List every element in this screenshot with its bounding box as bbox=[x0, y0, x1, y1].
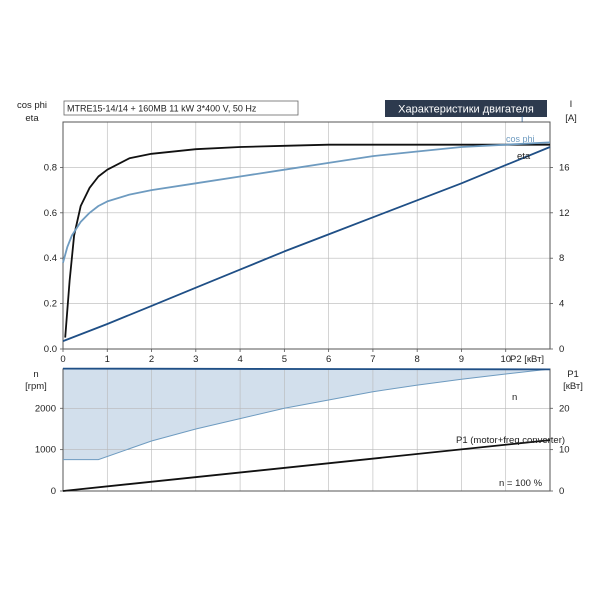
top-left-axis-label-1: cos phi bbox=[17, 100, 47, 111]
top-right-tick-label: 12 bbox=[559, 208, 570, 219]
bottom-left-tick-label: 2000 bbox=[35, 403, 56, 414]
info-box bbox=[63, 100, 299, 116]
label-cosphi: cos phi bbox=[506, 134, 535, 144]
bottom-right-axis-label-2: [кВт] bbox=[563, 381, 583, 392]
top-x-tick-label: 2 bbox=[149, 354, 154, 365]
top-x-tick-label: 1 bbox=[105, 354, 110, 365]
bottom-right-tick-label: 0 bbox=[559, 486, 564, 497]
top-x-tick-label: 7 bbox=[370, 354, 375, 365]
top-left-axis-label-2: eta bbox=[25, 113, 39, 124]
top-left-tick-label: 0.2 bbox=[44, 299, 57, 310]
bottom-left-tick-label: 0 bbox=[51, 486, 56, 497]
top-left-tick-label: 0.8 bbox=[44, 162, 57, 173]
top-right-axis-label-1: I bbox=[570, 99, 573, 110]
top-x-tick-label: 9 bbox=[459, 354, 464, 365]
speed-curve bbox=[62, 367, 551, 371]
top-x-tick-label: 4 bbox=[237, 354, 242, 365]
current-curve bbox=[62, 146, 551, 342]
top-x-tick-label: 8 bbox=[415, 354, 420, 365]
eta-curve bbox=[64, 143, 550, 338]
speed-note: n = 100 % bbox=[499, 478, 543, 489]
top-x-tick-label: 5 bbox=[282, 354, 287, 365]
top-right-tick-label: 8 bbox=[559, 253, 564, 264]
top-right-tick-label: 16 bbox=[559, 162, 570, 173]
top-right-axis-label-2: [A] bbox=[565, 113, 577, 124]
title-box bbox=[385, 100, 547, 117]
top-x-tick-label: 0 bbox=[60, 354, 65, 365]
bottom-right-axis-label-1: P1 bbox=[567, 369, 579, 380]
label-n: n bbox=[512, 392, 517, 403]
top-x-tick-label: 3 bbox=[193, 354, 198, 365]
speed-min-curve bbox=[63, 368, 551, 461]
label-p1: P1 (motor+freq.converter) bbox=[456, 435, 565, 446]
top-right-tick-label: 0 bbox=[559, 344, 564, 355]
bottom-right-tick-label: 20 bbox=[559, 403, 570, 414]
top-right-tick-label: 4 bbox=[559, 299, 564, 310]
cosphi-curve bbox=[62, 141, 551, 263]
top-x-tick-label: 6 bbox=[326, 354, 331, 365]
top-left-tick-label: 0.0 bbox=[44, 344, 57, 355]
p1-curve bbox=[62, 439, 551, 492]
top-plot-frame bbox=[62, 121, 551, 350]
bottom-left-tick-label: 1000 bbox=[35, 445, 56, 456]
top-left-tick-label: 0.6 bbox=[44, 208, 57, 219]
label-I: I bbox=[521, 115, 523, 124]
top-left-tick-label: 0.4 bbox=[44, 253, 57, 264]
speed-range-area bbox=[63, 368, 550, 460]
pump-info-text: MTRE15-14/14 + 160MB 11 kW 3*400 V, 50 H… bbox=[67, 104, 257, 114]
bottom-left-axis-label-1: n bbox=[33, 369, 38, 380]
top-x-tick-label: 10 bbox=[500, 354, 511, 365]
label-eta: eta bbox=[517, 151, 531, 162]
title-box-text: Характеристики двигателя bbox=[398, 104, 534, 116]
top-x-axis-label: P2 [кВт] bbox=[510, 354, 544, 365]
bottom-right-tick-label: 10 bbox=[559, 445, 570, 456]
bottom-left-axis-label-2: [rpm] bbox=[25, 381, 47, 392]
